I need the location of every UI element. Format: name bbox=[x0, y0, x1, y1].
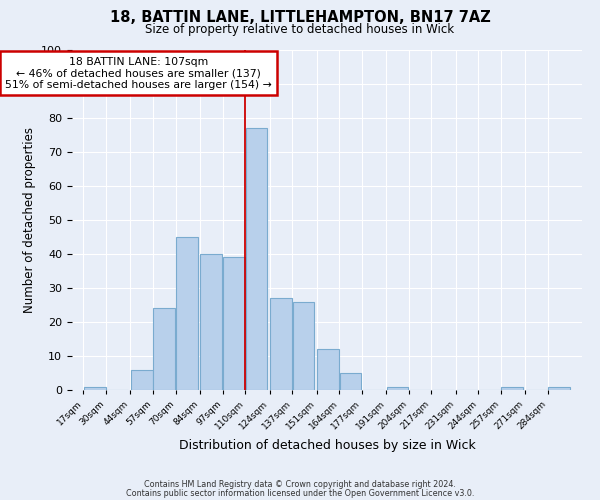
Bar bbox=[131, 370, 152, 390]
Bar bbox=[200, 254, 222, 390]
Bar bbox=[84, 386, 106, 390]
Bar bbox=[223, 258, 245, 390]
Bar bbox=[548, 386, 570, 390]
Y-axis label: Number of detached properties: Number of detached properties bbox=[23, 127, 36, 313]
Bar bbox=[270, 298, 292, 390]
Bar bbox=[340, 373, 361, 390]
Bar bbox=[502, 386, 523, 390]
Text: Contains public sector information licensed under the Open Government Licence v3: Contains public sector information licen… bbox=[126, 488, 474, 498]
Bar bbox=[154, 308, 175, 390]
Bar bbox=[386, 386, 409, 390]
Bar bbox=[245, 128, 268, 390]
Text: 18, BATTIN LANE, LITTLEHAMPTON, BN17 7AZ: 18, BATTIN LANE, LITTLEHAMPTON, BN17 7AZ bbox=[110, 10, 490, 25]
Bar bbox=[293, 302, 314, 390]
Text: 18 BATTIN LANE: 107sqm
← 46% of detached houses are smaller (137)
51% of semi-de: 18 BATTIN LANE: 107sqm ← 46% of detached… bbox=[5, 57, 272, 90]
Bar bbox=[176, 237, 198, 390]
Bar bbox=[317, 349, 339, 390]
X-axis label: Distribution of detached houses by size in Wick: Distribution of detached houses by size … bbox=[179, 440, 475, 452]
Text: Contains HM Land Registry data © Crown copyright and database right 2024.: Contains HM Land Registry data © Crown c… bbox=[144, 480, 456, 489]
Text: Size of property relative to detached houses in Wick: Size of property relative to detached ho… bbox=[145, 22, 455, 36]
